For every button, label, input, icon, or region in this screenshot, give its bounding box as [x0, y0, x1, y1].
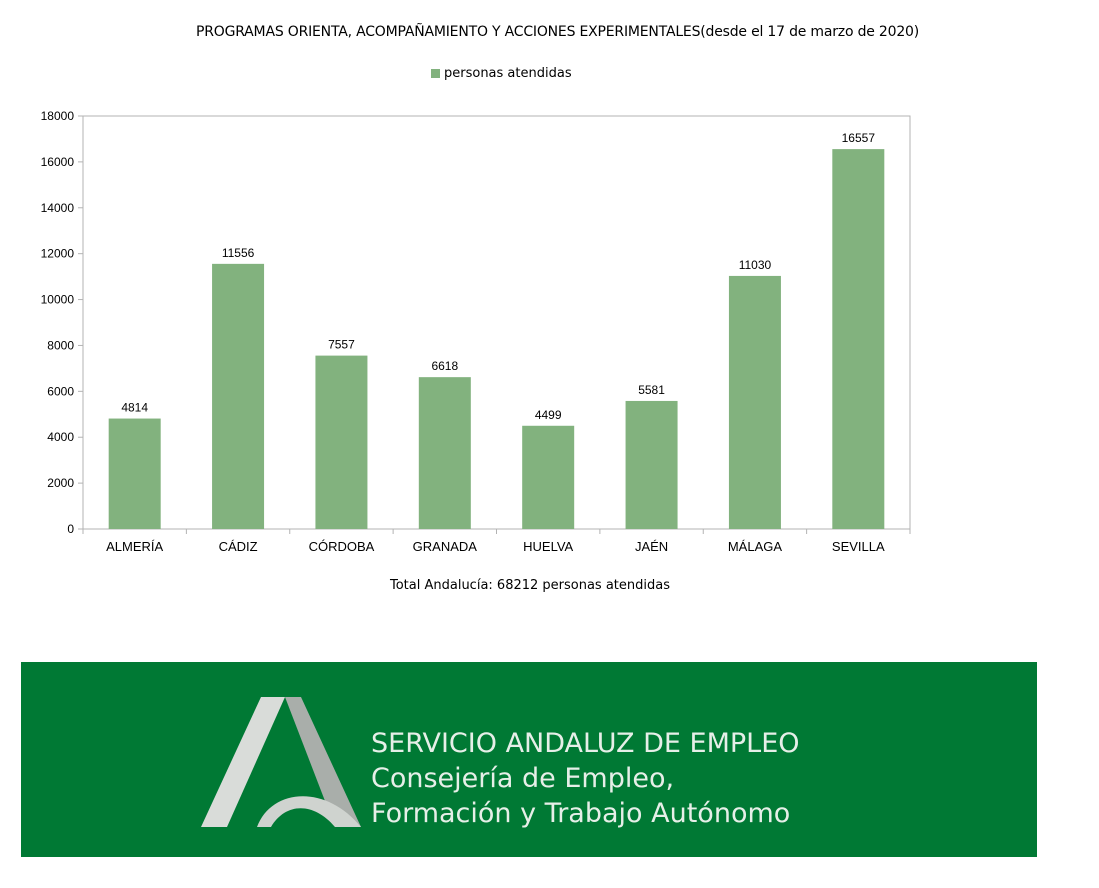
- chart-title: PROGRAMAS ORIENTA, ACOMPAÑAMIENTO Y ACCI…: [195, 24, 920, 40]
- sae-banner: SERVICIO ANDALUZ DE EMPLEO Consejería de…: [21, 662, 1037, 857]
- bar: [832, 149, 885, 529]
- y-tick-label: 2000: [47, 476, 74, 490]
- bar: [418, 377, 471, 529]
- bar: [315, 355, 368, 529]
- banner-text: SERVICIO ANDALUZ DE EMPLEO Consejería de…: [371, 726, 800, 831]
- x-tick-label: SEVILLA: [832, 539, 885, 554]
- data-label: 11556: [222, 246, 255, 260]
- bar: [625, 400, 678, 529]
- y-tick-label: 8000: [47, 338, 74, 352]
- x-tick-label: GRANADA: [413, 539, 478, 554]
- y-tick-label: 16000: [41, 155, 75, 169]
- data-label: 11030: [739, 258, 772, 272]
- data-label: 7557: [328, 338, 355, 352]
- x-tick-label: MÁLAGA: [728, 539, 783, 554]
- y-tick-label: 4000: [47, 430, 74, 444]
- x-tick-label: JAÉN: [635, 539, 668, 554]
- legend-label: personas atendidas: [444, 66, 572, 81]
- y-tick-label: 12000: [41, 247, 75, 261]
- banner-line-2: Consejería de Empleo,: [371, 763, 675, 794]
- banner-line-1: SERVICIO ANDALUZ DE EMPLEO: [371, 728, 800, 759]
- junta-andalucia-logo-icon: [201, 697, 361, 827]
- plot-frame: [82, 115, 911, 530]
- y-tick-label: 10000: [41, 293, 75, 307]
- data-label: 5581: [638, 383, 665, 397]
- bar: [212, 263, 265, 529]
- y-tick-label: 6000: [47, 384, 74, 398]
- y-tick-label: 18000: [41, 109, 75, 123]
- banner-line-3: Formación y Trabajo Autónomo: [371, 798, 791, 829]
- legend-swatch: [431, 69, 440, 78]
- data-label: 4814: [121, 401, 148, 415]
- bar: [108, 418, 161, 529]
- y-tick-label: 0: [67, 522, 74, 536]
- data-label: 4499: [535, 408, 562, 422]
- y-tick-label: 14000: [41, 201, 75, 215]
- x-tick-label: HUELVA: [523, 539, 573, 554]
- bar: [522, 425, 575, 529]
- bar-chart: 0 2000 4000 6000 8000 10000 12000 14000 16000 180…: [41, 109, 911, 554]
- data-label: 6618: [431, 359, 458, 373]
- bar: [728, 275, 781, 529]
- chart-legend: personas atendidas: [431, 66, 572, 81]
- x-tick-label: CÓRDOBA: [309, 539, 375, 554]
- x-tick-label: CÁDIZ: [219, 539, 258, 554]
- x-tick-label: ALMERÍA: [106, 539, 163, 554]
- chart-footnote: Total Andalucía: 68212 personas atendida…: [389, 578, 670, 593]
- data-label: 16557: [842, 131, 876, 145]
